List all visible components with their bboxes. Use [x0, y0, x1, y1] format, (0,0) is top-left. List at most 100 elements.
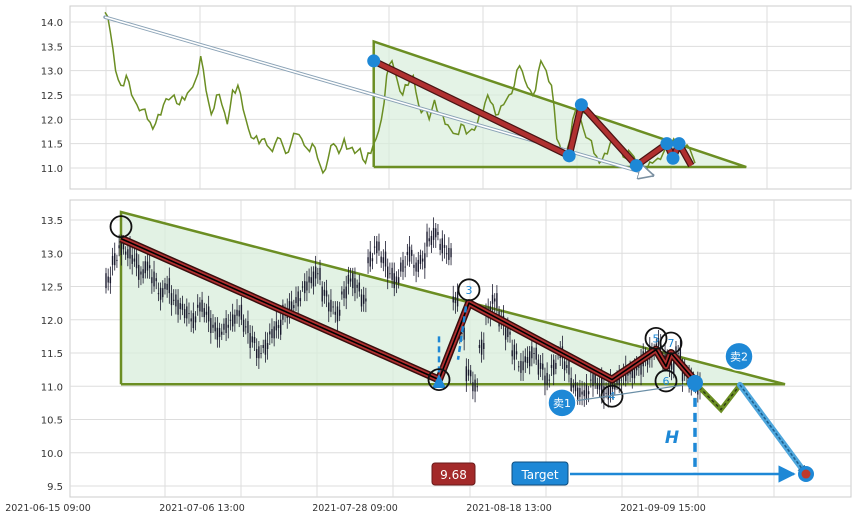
candle-body [424, 253, 426, 269]
candle-body [166, 283, 168, 290]
candle-body [391, 267, 393, 280]
candle-body [397, 277, 400, 284]
bottom-y-tick-labels: 13.5 13.0 12.5 12.0 11.5 11.0 10.5 10.0 9.5 [41, 216, 63, 493]
candle-body [188, 313, 190, 315]
candle-body [157, 293, 160, 295]
candle-body [395, 276, 398, 283]
pattern-point [562, 149, 576, 163]
top-pattern-layer [103, 11, 747, 176]
candle-body [509, 331, 511, 335]
candle-body [491, 294, 494, 304]
candle-body [277, 325, 280, 329]
candle-body [587, 391, 590, 395]
candle-body [345, 286, 347, 299]
candle-body [120, 239, 122, 255]
candle-body [465, 366, 468, 382]
y-tick-label: 14.0 [41, 18, 63, 29]
candle-body [234, 314, 236, 324]
candle-body [297, 291, 299, 307]
candle-body [247, 321, 249, 334]
candle-body [590, 379, 592, 381]
candle-body [461, 333, 463, 335]
candle-body [441, 238, 444, 254]
candle-body [135, 253, 138, 269]
candle-body [579, 387, 581, 397]
height-label: H [665, 428, 679, 448]
candle-body [122, 243, 125, 250]
candle-body [192, 313, 195, 329]
candle-body [155, 278, 157, 282]
candle-body [343, 289, 345, 299]
projection-path-dash [694, 382, 741, 411]
candle-body [148, 265, 151, 269]
candle-body [629, 371, 631, 375]
candle-body [572, 384, 575, 388]
candle-body [522, 361, 524, 371]
candle-body [255, 349, 258, 358]
candle-body [127, 249, 129, 259]
candle-body [568, 359, 570, 375]
candle-body [138, 264, 140, 280]
candle-body [518, 366, 520, 368]
candle-body [124, 251, 127, 255]
candle-body [594, 374, 596, 384]
y-tick-label: 13.5 [41, 216, 63, 227]
candle-body [175, 294, 177, 307]
candle-body [179, 303, 181, 310]
candle-body [476, 386, 478, 388]
candle-body [352, 273, 354, 289]
candle-body [295, 297, 297, 304]
candle-body [362, 294, 365, 304]
candle-body [223, 323, 225, 330]
candle-body [236, 309, 238, 316]
y-tick-label: 13.5 [41, 42, 63, 53]
candle-body [515, 351, 518, 355]
candle-body [304, 281, 306, 294]
candle-body [607, 387, 609, 400]
candle-body [312, 271, 315, 287]
candle-body [535, 347, 537, 360]
candle-body [384, 251, 387, 267]
pattern-point [672, 137, 686, 151]
candle-body [317, 273, 319, 275]
candle-body [146, 261, 149, 271]
candle-body [140, 271, 142, 275]
candle-body [373, 246, 376, 248]
candle-body [679, 347, 682, 360]
point-marker [427, 368, 451, 392]
candle-body [111, 255, 114, 265]
candle-body [443, 244, 446, 248]
candle-body [387, 266, 389, 279]
candle-body [524, 356, 526, 363]
candle-body [323, 289, 326, 296]
sell-badge [724, 341, 754, 372]
candle-body [596, 382, 599, 389]
point-label: 4 [609, 390, 616, 403]
candle-body [288, 301, 291, 314]
candle-body [273, 326, 275, 339]
candle-body [408, 246, 411, 262]
candle-body [417, 259, 419, 272]
candle-body [153, 271, 155, 287]
candle-body [214, 322, 216, 332]
candle-body [275, 321, 278, 331]
candle-body [483, 343, 485, 350]
y-tick-label: 12.5 [41, 283, 63, 294]
candle-body [552, 359, 555, 375]
candle-body [260, 353, 262, 354]
candle-body [269, 331, 271, 335]
candle-body [144, 261, 147, 274]
candle-body [439, 243, 441, 250]
candle-body [299, 298, 302, 302]
candle-body [419, 254, 422, 264]
candle-body [306, 281, 308, 291]
candle-body [389, 273, 391, 275]
candle-body [673, 357, 675, 373]
candle-body [640, 359, 642, 375]
bottom-panel: 13.5 13.0 12.5 12.0 11.5 11.0 10.5 10.0 9.5 2021… [5, 199, 852, 514]
bottom-annotations: H 3 4 5 6 7 卖1 卖2 9.68 Target [109, 215, 814, 486]
point-label: 5 [653, 332, 660, 345]
candle-body [201, 299, 203, 312]
candle-body [319, 267, 321, 280]
